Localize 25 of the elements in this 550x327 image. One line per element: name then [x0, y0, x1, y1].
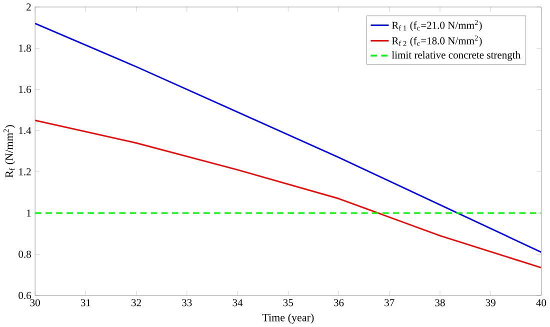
y-tick-label: 1 — [27, 210, 31, 216]
y-tick-label: 2 — [26, 3, 31, 10]
x-tick-label: 37 — [384, 299, 394, 306]
x-tick-label: 30 — [30, 299, 40, 306]
x-tick-label: 32 — [132, 299, 141, 306]
y-axis-title: R$_{f}$ (N/mm$^{2}$) — [4, 125, 16, 178]
y-tick-label: 1.2 — [19, 168, 31, 176]
legend-label: R$_{f 1}$ (f$_{c}$=21.0 N/mm$^{2}$) — [392, 20, 482, 31]
x-tick-label: 40 — [536, 299, 546, 306]
y-tick-label: 1.4 — [19, 127, 32, 134]
legend-label: R$_{f 2}$ (f$_{c}$=18.0 N/mm$^{2}$) — [392, 36, 482, 47]
x-tick-label: 35 — [283, 299, 294, 306]
x-tick-label: 31 — [80, 299, 90, 306]
x-tick-label: 33 — [182, 299, 192, 306]
x-axis-title: Time (year) — [262, 313, 314, 324]
x-tick-label: 39 — [486, 299, 496, 306]
x-tick-label: 38 — [435, 299, 445, 306]
y-tick-label: 1.6 — [19, 86, 32, 93]
y-tick-label: 0.6 — [18, 292, 32, 300]
y-tick-label: 0.8 — [18, 250, 31, 258]
legend-label: limit relative concrete strength — [392, 51, 520, 61]
y-tick-label: 1.8 — [19, 44, 31, 52]
x-tick-label: 36 — [334, 299, 344, 306]
line-series — [35, 120, 542, 268]
x-tick-label: 34 — [232, 299, 243, 306]
